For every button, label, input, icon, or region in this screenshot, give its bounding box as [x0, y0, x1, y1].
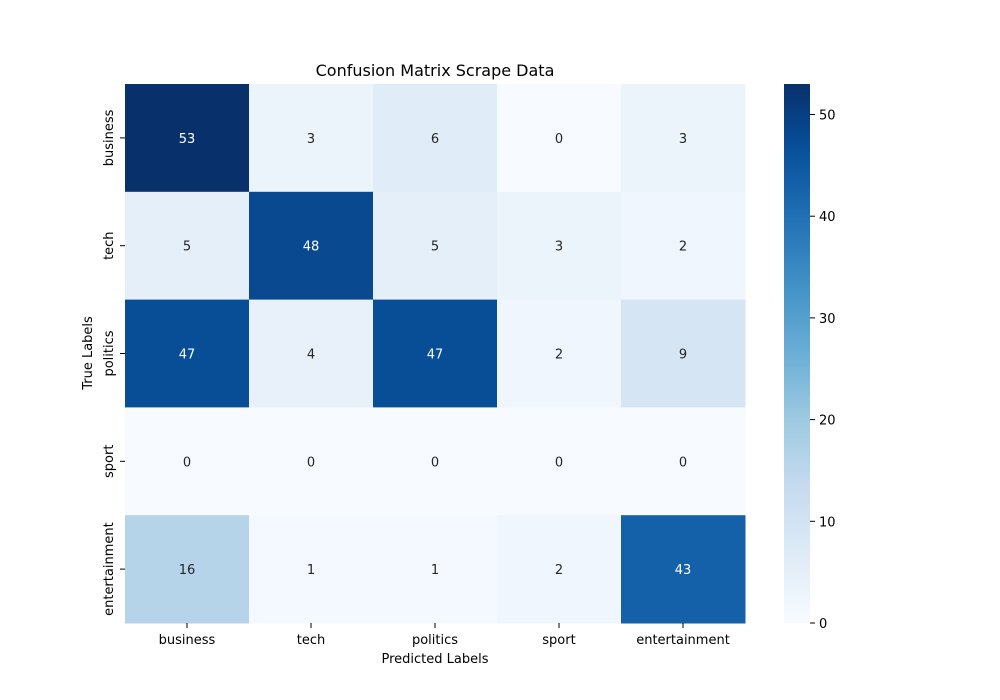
heatmap-cell [497, 515, 622, 624]
cell-annotation: 9 [679, 348, 687, 363]
cell-annotation: 47 [179, 348, 196, 363]
heatmap-cell [621, 515, 746, 624]
heatmap-cell [497, 299, 622, 408]
colorbar-tick-label: 10 [819, 515, 836, 530]
cell-annotation: 0 [183, 455, 191, 470]
y-tick-label: tech [102, 231, 117, 259]
heatmap-cell [373, 407, 498, 516]
y-tick-label: politics [102, 330, 117, 376]
heatmap-cell [497, 191, 622, 301]
cell-annotation: 2 [679, 240, 687, 255]
heatmap-cell [497, 407, 622, 516]
heatmap-cell [125, 407, 250, 516]
heatmap-cell [621, 299, 746, 408]
heatmap-cell [249, 515, 374, 624]
cell-annotation: 0 [307, 455, 315, 470]
colorbar-tick-label: 40 [819, 210, 836, 225]
heatmap-cell [373, 84, 498, 193]
y-axis-ticks: business tech politics sport entertainment [102, 109, 125, 616]
x-tick-label: business [159, 633, 216, 648]
colorbar-ticks: 0 10 20 30 40 50 [810, 109, 836, 632]
cell-annotation: 2 [555, 348, 563, 363]
colorbar-tick-label: 50 [819, 109, 836, 124]
heatmap-cell [249, 84, 374, 193]
cell-annotation: 2 [555, 563, 563, 578]
heatmap-cell [249, 191, 374, 301]
chart-title: Confusion Matrix Scrape Data [316, 61, 555, 80]
heatmap-annotations: 53 3 6 0 35 48 5 3 247 4 47 2 90 0 0 0 016 1 1 2 43 [179, 132, 692, 578]
heatmap-cell [621, 191, 746, 301]
x-tick-label: sport [542, 633, 575, 648]
x-axis-ticks: business tech politics sport entertainment [159, 623, 730, 648]
cell-annotation: 16 [179, 563, 196, 578]
cell-annotation: 3 [679, 132, 687, 147]
heatmap-cell [373, 191, 498, 301]
colorbar-tick-label: 30 [819, 312, 836, 327]
cell-annotation: 1 [307, 563, 315, 578]
heatmap-cell [125, 84, 250, 193]
heatmap-cell [125, 191, 250, 301]
y-tick-label: entertainment [102, 522, 117, 616]
heatmap-cell [373, 515, 498, 624]
y-axis-label: True Labels [81, 316, 96, 391]
cell-annotation: 0 [555, 132, 563, 147]
heatmap-cell [497, 84, 622, 193]
cell-annotation: 0 [431, 455, 439, 470]
cell-annotation: 47 [427, 348, 444, 363]
cell-annotation: 43 [675, 563, 692, 578]
heatmap-cells [125, 84, 746, 624]
cell-annotation: 3 [307, 132, 315, 147]
heatmap-cell [249, 407, 374, 516]
cell-annotation: 3 [555, 240, 563, 255]
colorbar-tick-label: 20 [819, 414, 836, 429]
x-axis-label: Predicted Labels [381, 652, 488, 667]
y-tick-label: business [102, 109, 117, 166]
heatmap-cell [249, 299, 374, 408]
cell-annotation: 1 [431, 563, 439, 578]
x-tick-label: politics [412, 633, 458, 648]
heatmap-cell [621, 84, 746, 193]
cell-annotation: 4 [307, 348, 315, 363]
cell-annotation: 5 [183, 240, 191, 255]
heatmap-cell [373, 299, 498, 408]
y-tick-label: sport [102, 445, 117, 478]
cell-annotation: 6 [431, 132, 439, 147]
heatmap-cell [621, 407, 746, 516]
x-tick-label: tech [297, 633, 325, 648]
cell-annotation: 5 [431, 240, 439, 255]
cell-annotation: 0 [679, 455, 687, 470]
heatmap-cell [125, 515, 250, 624]
cell-annotation: 53 [179, 132, 196, 147]
colorbar-tick-label: 0 [819, 617, 827, 632]
colorbar [784, 84, 810, 623]
x-tick-label: entertainment [636, 633, 730, 648]
cell-annotation: 48 [303, 240, 320, 255]
cell-annotation: 0 [555, 455, 563, 470]
heatmap-cell [125, 299, 250, 408]
